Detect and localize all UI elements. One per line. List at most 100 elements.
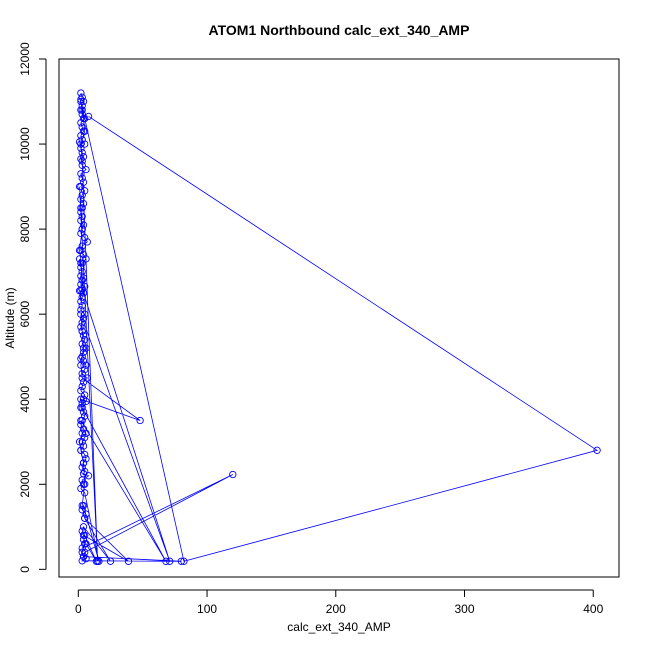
data-point [78,327,86,335]
data-point [79,331,88,340]
data-point [79,535,88,544]
data-point [79,552,88,561]
data-point [77,310,85,318]
data-point [229,470,237,479]
data-point [81,187,89,195]
data-point [79,178,88,186]
x-tick-label: 400 [583,602,603,616]
data-point [75,138,84,146]
series-layer [75,89,601,565]
data-point [106,557,115,565]
data-point [177,557,185,565]
data-point [79,442,88,450]
data-point [78,102,86,110]
data-point [81,489,89,497]
data-point [79,274,88,282]
data-point [77,259,85,267]
data-point [82,429,90,437]
data-point [593,446,601,454]
data-point [78,319,86,327]
data-point [78,225,86,233]
y-tick-label: 4000 [18,386,32,413]
data-point [79,114,88,123]
data-point [75,246,84,255]
data-point [166,557,174,565]
data-point [93,557,102,565]
data-point [77,119,85,127]
data-point [77,97,85,106]
data-point [78,276,86,284]
data-point [82,165,90,174]
x-tick-label: 0 [75,602,82,616]
data-point [77,272,85,280]
data-point [124,557,133,565]
data-point [82,555,90,563]
data-point [81,480,89,488]
data-point [180,557,188,565]
data-point [77,323,85,331]
data-point [78,544,86,552]
x-axis: 0 100 200 300 400 [75,589,604,616]
data-point [78,242,86,250]
data-point [82,397,90,406]
data-point [79,348,88,357]
y-tick-label: 2000 [18,471,32,498]
data-point [81,140,89,148]
data-point [84,112,93,121]
data-point [78,501,86,510]
series-line [79,92,599,562]
data-point [79,199,88,208]
data-point [77,306,85,314]
x-tick-label: 100 [197,602,217,616]
data-point [78,174,86,182]
data-point [78,110,86,118]
data-point [162,557,170,565]
data-point [77,361,85,369]
data-point [79,395,88,403]
data-point [77,416,85,425]
data-point [79,523,88,531]
data-point [79,378,88,386]
data-point [78,374,86,382]
data-point [77,387,85,395]
data-point [75,182,84,191]
data-point [78,157,86,165]
data-point [81,127,89,135]
data-point [81,336,89,344]
data-point [77,216,85,225]
plot-frame [58,58,620,578]
data-point [78,506,86,514]
data-point [79,289,88,297]
data-point [82,455,90,463]
data-point [78,123,86,131]
data-point [79,314,88,323]
data-point [81,450,89,459]
data-point [75,287,84,295]
data-point [82,344,90,352]
y-tick-label: 12000 [18,42,32,76]
data-point [78,106,86,114]
data-point [81,514,89,522]
y-tick-label: 0 [18,566,32,573]
data-point [81,412,89,420]
data-point [83,374,91,382]
data-point [78,476,86,484]
data-point [78,302,86,310]
data-point [79,425,88,433]
data-point [78,527,86,535]
y-axis-label: Altitude (m) [3,287,17,348]
x-axis-label: calc_ext_340_AMP [287,620,390,634]
data-point [78,93,86,101]
data-point [79,250,88,259]
data-point [78,429,86,437]
data-point [78,370,86,378]
data-point [82,361,90,369]
data-point [75,255,84,263]
data-point [78,404,86,412]
data-point [82,510,90,518]
data-point [81,233,89,242]
data-point [81,540,89,548]
data-point [78,548,86,556]
data-point [77,484,85,493]
